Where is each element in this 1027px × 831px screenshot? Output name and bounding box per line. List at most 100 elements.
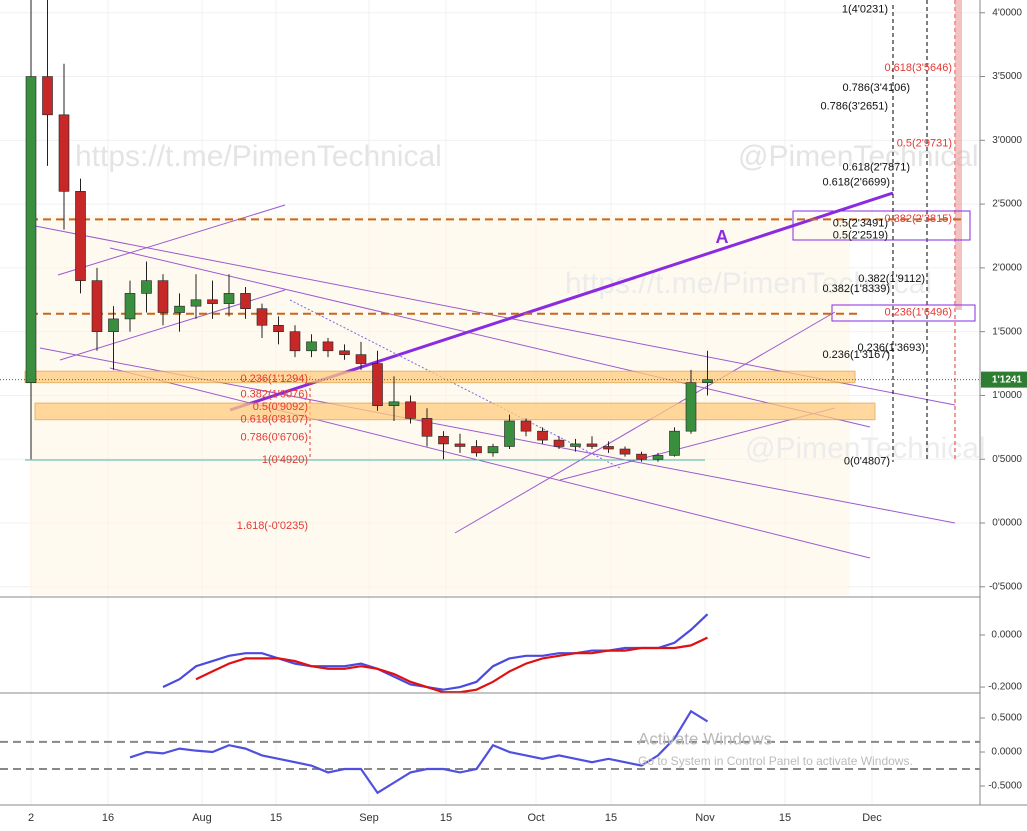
fib-label: 0.5(0'9092) xyxy=(253,401,308,413)
candle-body xyxy=(141,280,152,294)
candle-body xyxy=(372,363,383,406)
candle-body xyxy=(487,446,499,454)
x-tick-label: Oct xyxy=(527,812,544,824)
candle-body xyxy=(207,299,218,304)
y-tick-label: 0'0000 xyxy=(992,518,1022,529)
x-tick-label: Aug xyxy=(192,812,212,824)
indicator-line xyxy=(162,613,709,691)
candle-body xyxy=(570,443,581,447)
y-tick-label: 2'0000 xyxy=(992,263,1022,274)
candle-body xyxy=(42,76,53,116)
marks: 0.236(1'1294)0.382(1'0076)0.5(0'9092)0.6… xyxy=(0,0,980,795)
candle-body xyxy=(702,379,713,383)
x-tick-label: Nov xyxy=(695,812,715,824)
candle-body xyxy=(91,280,103,332)
x-tick-label: 2 xyxy=(28,812,34,824)
candle-body xyxy=(25,76,37,383)
highlight-box xyxy=(792,210,971,241)
fib-label: 0.786(0'6706) xyxy=(240,431,308,443)
fib-label: 1(0'4920) xyxy=(262,454,308,466)
candle-body xyxy=(273,324,284,332)
candle-body xyxy=(454,443,466,447)
fib-label: 0.382(1'9112) xyxy=(858,273,925,285)
candle-body xyxy=(75,191,86,281)
candle-body xyxy=(504,420,515,447)
candle-body xyxy=(256,308,268,326)
y-tick-label: 0'5000 xyxy=(992,454,1022,465)
x-tick-label: 15 xyxy=(779,812,791,824)
y-tick-label: -0.2000 xyxy=(988,682,1022,693)
fib-label: 0.382(2'3815) xyxy=(884,213,952,225)
candle-body xyxy=(669,430,680,456)
zone xyxy=(24,370,856,384)
last-price-tag xyxy=(981,371,1027,388)
candle-body xyxy=(174,305,185,313)
candle-body xyxy=(157,280,169,313)
y-tick-label: 0.0000 xyxy=(991,630,1022,641)
candle-body xyxy=(355,354,367,364)
candle-body xyxy=(388,401,400,406)
trend-line xyxy=(57,204,286,276)
highlight-box xyxy=(831,304,976,322)
candle-body xyxy=(306,341,317,352)
candle-body xyxy=(322,341,334,352)
candle-body xyxy=(240,293,251,310)
candle-body xyxy=(553,439,565,447)
fib-label: 0.236(1'1294) xyxy=(240,373,308,385)
x-tick-label: 15 xyxy=(605,812,617,824)
candle-body xyxy=(421,418,433,437)
y-tick-label: 2'5000 xyxy=(992,199,1022,210)
trend-line xyxy=(289,299,621,469)
fib-label: 0.618(2'6699) xyxy=(822,176,890,188)
fib-label: 0.5(2'3491) xyxy=(833,217,888,229)
trend-line xyxy=(454,311,836,534)
watermark: @PimenTechnical xyxy=(738,140,979,173)
trend-line xyxy=(109,367,871,559)
y-tick-label: 4'0000 xyxy=(992,7,1022,18)
watermark: @PimenTechnical xyxy=(745,432,986,465)
x-tick-label: Sep xyxy=(359,812,379,824)
fib-label: 0.5(2'2519) xyxy=(833,230,888,242)
candle-body xyxy=(438,435,449,445)
fib-label: 0.786(3'2651) xyxy=(820,100,888,112)
x-tick-label: 15 xyxy=(270,812,282,824)
trend-line xyxy=(109,247,871,428)
os-notice: Activate Windows xyxy=(638,729,772,748)
candle-body xyxy=(223,293,235,304)
candle-body xyxy=(471,446,482,454)
fib-label: 0.382(1'0076) xyxy=(240,388,308,400)
watermark-layer: https://t.me/PimenTechnical @PimenTechnic… xyxy=(75,140,986,465)
candle-body xyxy=(58,114,70,192)
x-tick-label: 16 xyxy=(102,812,114,824)
candle-body xyxy=(520,420,532,432)
y-tick-label: 0.0000 xyxy=(991,747,1022,758)
fib-label: 0.236(1'3167) xyxy=(822,349,890,361)
candle-body xyxy=(339,350,350,355)
candle-body xyxy=(685,382,697,432)
candle-body xyxy=(405,401,416,419)
x-tick-label: 15 xyxy=(440,812,452,824)
watermark: https://t.me/PimenTechnical xyxy=(75,140,442,173)
y-tick-label: 3'5000 xyxy=(992,71,1022,82)
y-tick-label: 3'0000 xyxy=(992,135,1022,146)
candle-body xyxy=(108,318,119,332)
fib-label: 0.786(3'4106) xyxy=(842,82,910,94)
fib-label: 0.382(1'8339) xyxy=(822,283,890,295)
fib-label: 0.618(0'8107) xyxy=(240,414,308,426)
os-notice: Go to System in Control Panel to activat… xyxy=(638,754,913,768)
indicator-line xyxy=(129,709,709,795)
candle-body xyxy=(190,299,202,307)
fib-band xyxy=(955,0,962,310)
indicator-line xyxy=(195,636,708,694)
candle-body xyxy=(289,331,301,352)
y-tick-label: 1'0000 xyxy=(992,390,1022,401)
candle-body xyxy=(603,446,614,450)
y-tick-label: 1'5000 xyxy=(992,326,1022,337)
last-price-label: 1'1241 xyxy=(992,374,1023,385)
candle-body xyxy=(652,455,664,460)
y-tick-label: 0.5000 xyxy=(991,713,1022,724)
trend-label: A xyxy=(716,227,729,247)
fib-label: 0(0'4807) xyxy=(844,456,890,468)
